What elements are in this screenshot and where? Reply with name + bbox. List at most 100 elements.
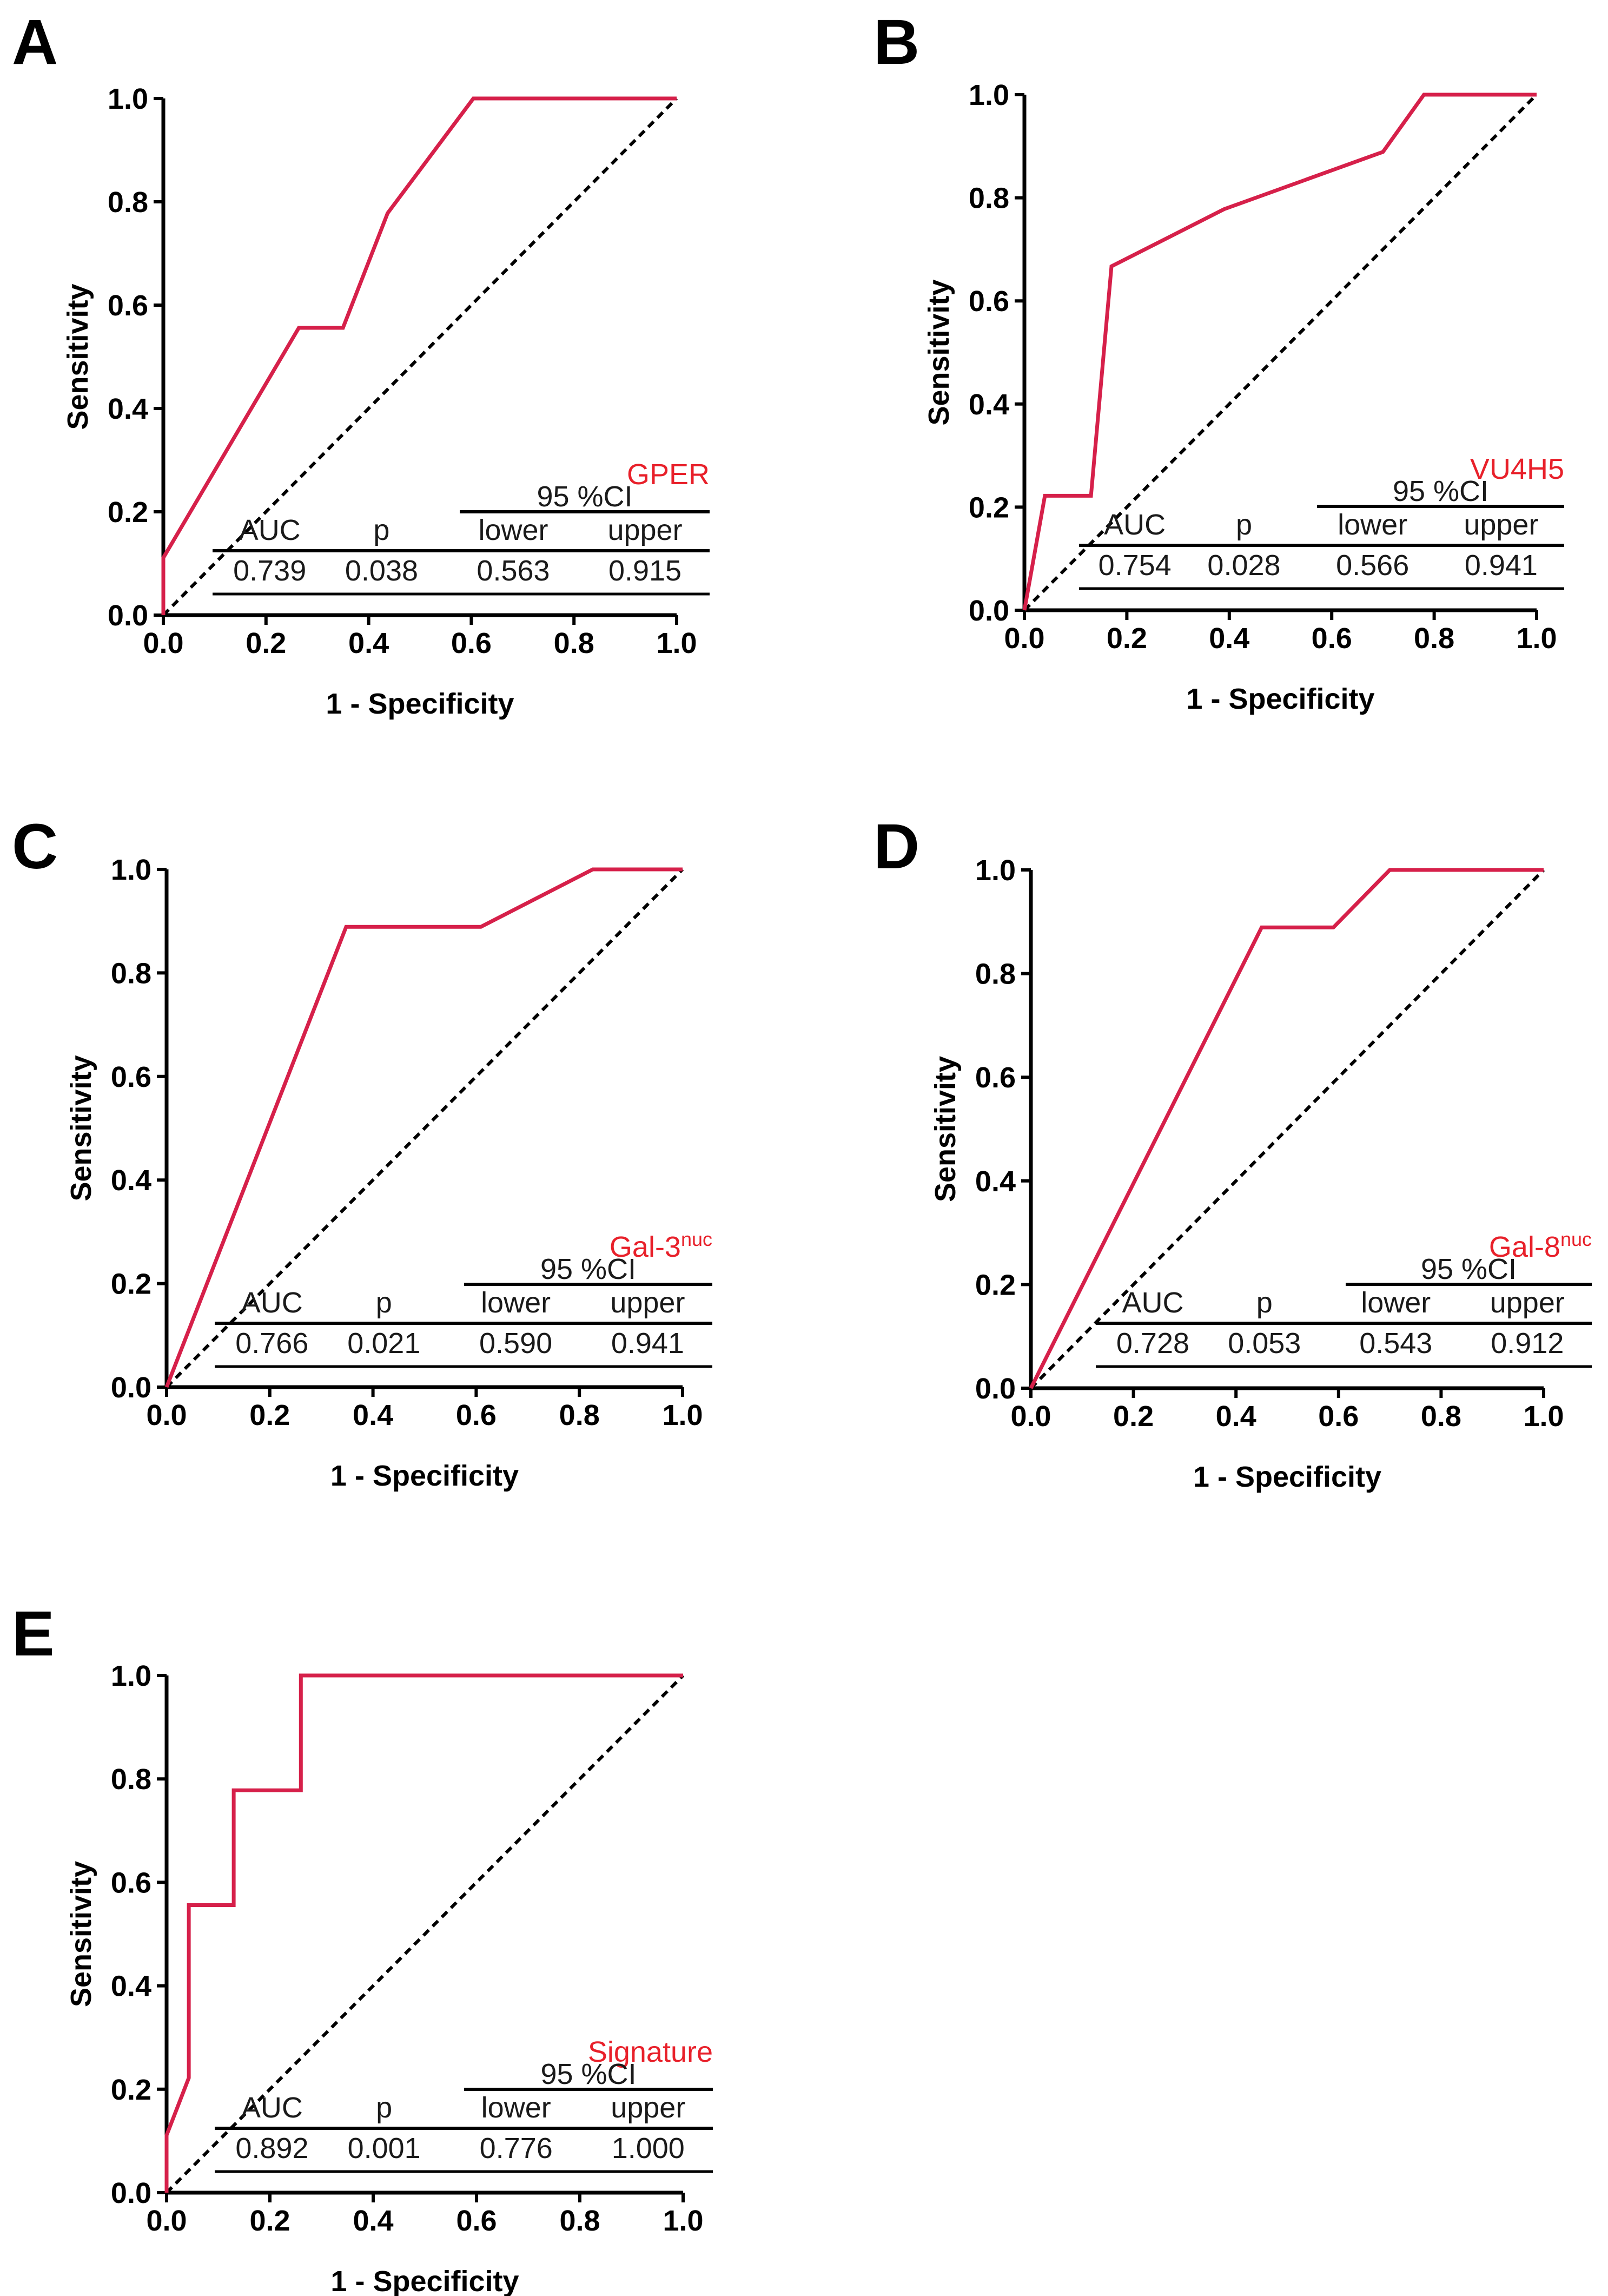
y-tick-label: 0.0 [975, 1373, 1016, 1405]
marker-superscript: nuc [681, 1228, 712, 1250]
y-tick-label: 0.6 [969, 285, 1009, 318]
lower-ci-value: 0.776 [480, 2132, 553, 2165]
y-tick-label: 0.4 [108, 393, 148, 425]
y-axis-title: Sensitivity [65, 1861, 97, 2007]
x-axis-title: 1 - Specificity [330, 1460, 519, 1492]
marker-label: GPER [627, 458, 710, 491]
marker-name: Gal-8 [1489, 1231, 1560, 1263]
x-tick-label: 0.4 [1216, 1400, 1256, 1433]
lower-ci-value: 0.590 [479, 1327, 552, 1360]
ci-header: 95 %CI [1393, 475, 1488, 507]
y-tick-label: 1.0 [111, 854, 151, 886]
x-tick-label: 0.2 [1107, 622, 1147, 655]
auc-header: AUC [241, 1286, 303, 1319]
y-tick-label: 0.6 [108, 289, 148, 322]
reference-diagonal-line [162, 97, 678, 617]
marker-name: Signature [588, 2036, 713, 2068]
upper-header: upper [607, 514, 682, 546]
x-tick-label: 0.4 [353, 2205, 393, 2237]
y-tick-label: 1.0 [969, 79, 1009, 111]
panel-letter: C [12, 811, 58, 882]
p-value: 0.001 [348, 2132, 421, 2165]
auc-header: AUC [1122, 1286, 1183, 1319]
upper-ci-value: 0.912 [1491, 1327, 1564, 1360]
panel-letter: B [874, 6, 919, 78]
upper-header: upper [1464, 509, 1538, 541]
y-tick-label: 0.4 [111, 1164, 151, 1197]
ci-header: 95 %CI [540, 2058, 636, 2090]
x-tick-label: 0.2 [1113, 1400, 1154, 1433]
x-tick-label: 0.8 [1414, 622, 1454, 655]
x-tick-label: 1.0 [656, 627, 697, 659]
auc-value: 0.739 [233, 555, 306, 587]
x-tick-label: 1.0 [662, 1399, 703, 1431]
x-tick-label: 0.0 [146, 1399, 187, 1431]
y-axis-title: Sensitivity [65, 1055, 97, 1201]
p-header: p [1236, 509, 1252, 541]
x-tick-label: 0.8 [554, 627, 594, 659]
reference-diagonal-line [165, 868, 684, 1389]
x-tick-label: 0.2 [249, 2205, 290, 2237]
lower-header: lower [478, 514, 548, 546]
x-tick-label: 0.4 [353, 1399, 393, 1431]
y-tick-label: 0.4 [111, 1970, 151, 2003]
y-tick-label: 0.4 [975, 1165, 1016, 1198]
y-axis-title: Sensitivity [923, 279, 955, 425]
panel-letter: A [12, 6, 58, 78]
marker-superscript: nuc [1560, 1228, 1592, 1250]
auc-value: 0.728 [1116, 1327, 1189, 1360]
x-tick-label: 1.0 [663, 2205, 703, 2237]
y-tick-label: 0.0 [108, 599, 148, 632]
lower-header: lower [481, 1286, 551, 1319]
y-tick-label: 0.0 [969, 595, 1009, 627]
y-tick-label: 0.2 [111, 2074, 151, 2106]
lower-ci-value: 0.543 [1359, 1327, 1432, 1360]
reference-diagonal-line [165, 1674, 685, 2194]
auc-header: AUC [241, 2092, 303, 2124]
x-tick-label: 0.6 [1318, 1400, 1359, 1433]
upper-ci-value: 1.000 [612, 2132, 685, 2165]
upper-ci-value: 0.941 [611, 1327, 684, 1360]
roc-curve-line [164, 867, 683, 1388]
y-tick-label: 0.4 [969, 388, 1009, 421]
auc-value: 0.754 [1099, 549, 1172, 582]
panel-letter: D [874, 811, 919, 882]
lower-ci-value: 0.563 [477, 555, 550, 587]
upper-header: upper [610, 1286, 685, 1319]
roc-curve-line [1029, 868, 1544, 1389]
x-tick-label: 0.0 [143, 627, 183, 659]
p-header: p [1256, 1286, 1273, 1319]
p-header: p [376, 1286, 392, 1319]
auc-header: AUC [239, 514, 301, 546]
y-axis-title: Sensitivity [929, 1056, 962, 1202]
y-tick-label: 0.2 [969, 491, 1009, 524]
auc-value: 0.892 [235, 2132, 308, 2165]
y-tick-label: 0.2 [975, 1269, 1016, 1301]
y-tick-label: 1.0 [108, 83, 148, 115]
panel-letter: E [12, 1598, 55, 1670]
upper-header: upper [1490, 1286, 1565, 1319]
x-tick-label: 0.0 [146, 2205, 187, 2237]
marker-label: Gal-3nuc [610, 1228, 712, 1263]
marker-name: Gal-3 [610, 1231, 681, 1263]
panel-c: C 0.00.0 0.2 0.2 0.4 0.4 0.6 0.6 0.8 0.8 1.0 1.0 1 -… [12, 811, 712, 1492]
reference-diagonal-line [1029, 868, 1545, 1390]
x-axis-title: 1 - Specificity [1186, 683, 1374, 715]
y-axis-title: Sensitivity [62, 283, 94, 430]
y-tick-label: 0.6 [111, 1061, 151, 1093]
x-axis-title: 1 - Specificity [330, 2265, 519, 2296]
y-tick-label: 0.6 [975, 1061, 1016, 1094]
x-tick-label: 1.0 [1523, 1400, 1564, 1433]
ci-header: 95 %CI [537, 480, 632, 513]
panel-b: B 0.00.0 0.2 0.2 0.4 0.4 0.6 0.6 0.8 0.8 1.0 1.0 1 -… [874, 6, 1564, 715]
roc-curve-line [161, 96, 677, 615]
ci-header: 95 %CI [1421, 1253, 1517, 1285]
upper-header: upper [611, 2092, 685, 2124]
lower-ci-value: 0.566 [1336, 549, 1409, 582]
marker-label: Gal-8nuc [1489, 1228, 1592, 1263]
y-tick-label: 0.0 [111, 2177, 151, 2209]
y-tick-label: 0.8 [111, 1763, 151, 1796]
upper-ci-value: 0.915 [608, 555, 681, 587]
ci-header: 95 %CI [540, 1253, 636, 1285]
